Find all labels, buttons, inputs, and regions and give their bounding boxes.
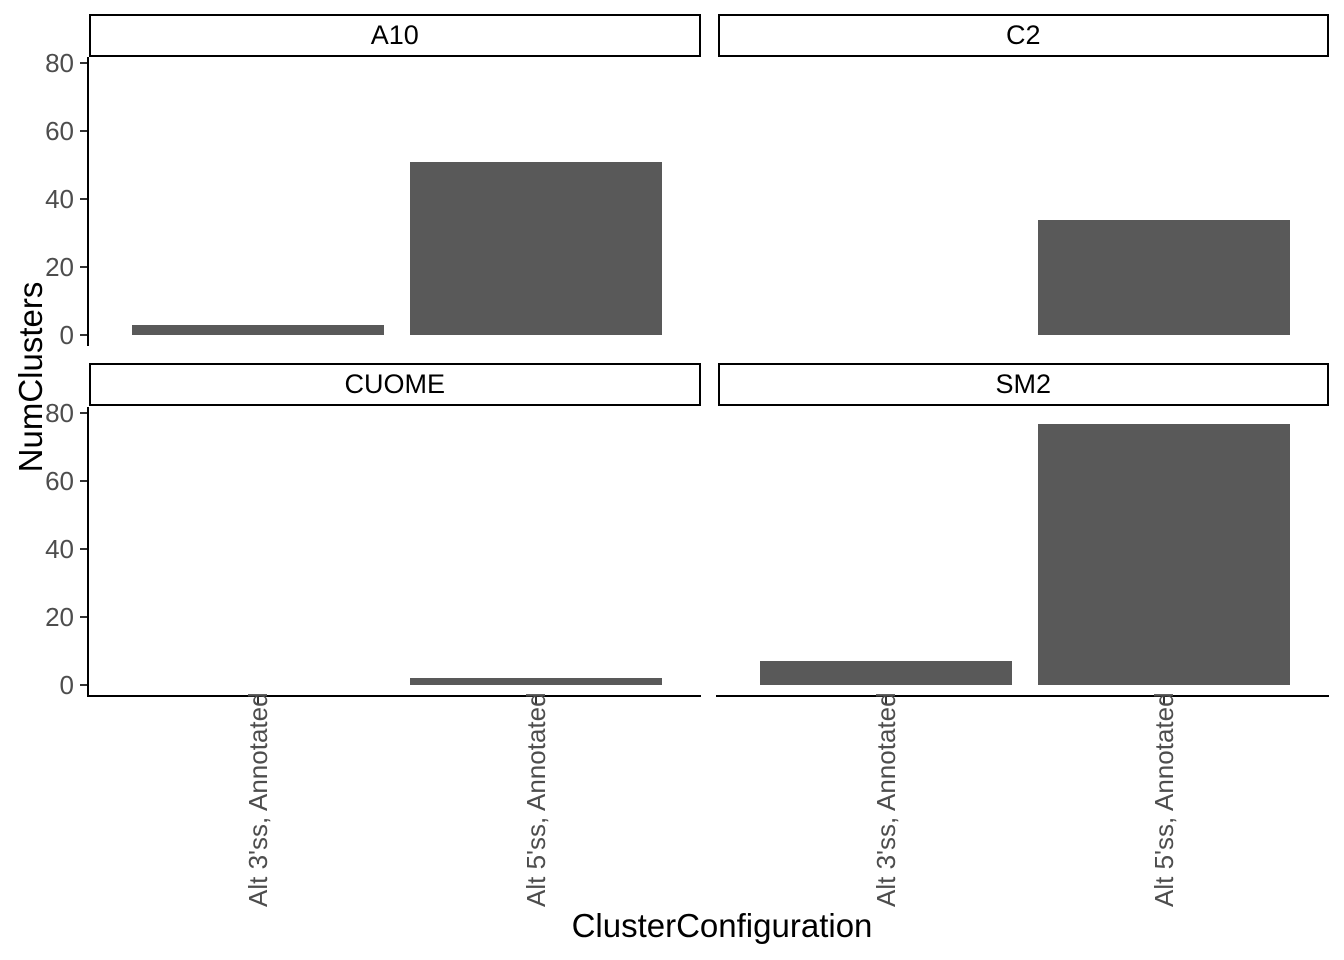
x-tick-mark xyxy=(1163,697,1165,704)
y-tick-mark xyxy=(80,615,87,618)
x-axis-line xyxy=(87,695,701,697)
facet-strip-label: C2 xyxy=(1005,20,1041,50)
y-axis-title: NumClusters xyxy=(12,281,49,473)
x-axis-title: ClusterConfiguration xyxy=(571,907,873,944)
facet-strip-sm2: SM2 xyxy=(717,363,1329,406)
x-tick-mark xyxy=(256,697,259,704)
y-tick-mark xyxy=(80,412,87,415)
facet-strip-cuome: CUOME xyxy=(89,363,701,406)
y-axis-line xyxy=(87,407,89,696)
y-tick-mark xyxy=(80,130,87,133)
x-tick-label: Alt 5'ss, Annotated xyxy=(520,692,551,907)
y-tick-mark xyxy=(80,265,87,268)
y-tick-label: 0 xyxy=(59,669,74,700)
x-axis-line xyxy=(715,695,1329,697)
x-tick-label: Alt 3'ss, Annotated xyxy=(871,692,901,907)
facet-strip-label: CUOME xyxy=(344,369,446,399)
y-tick-mark xyxy=(80,197,87,200)
bar-c2-alt5ss xyxy=(1038,219,1290,335)
y-tick-label: 60 xyxy=(45,116,74,147)
x-tick-mark xyxy=(885,697,887,704)
facet-strip-label: A10 xyxy=(370,20,419,50)
bar-sm2-alt5ss xyxy=(1038,423,1290,685)
facet-strip-c2: C2 xyxy=(717,14,1329,57)
y-tick-label: 80 xyxy=(45,48,74,79)
bar-a10-alt3ss xyxy=(131,324,384,335)
y-tick-label: 0 xyxy=(59,319,74,350)
y-tick-mark xyxy=(80,62,87,65)
bar-cuome-alt5ss xyxy=(409,677,662,685)
y-tick-label: 40 xyxy=(45,533,74,564)
bar-sm2-alt3ss xyxy=(760,660,1012,685)
y-tick-label: 60 xyxy=(45,466,74,497)
x-tick-label: Alt 5'ss, Annotated xyxy=(1149,692,1179,907)
y-tick-label: 20 xyxy=(45,251,74,282)
y-tick-label: 40 xyxy=(45,183,74,214)
bar-a10-alt5ss xyxy=(409,161,662,335)
x-tick-label: Alt 3'ss, Annotated xyxy=(242,692,273,907)
y-tick-label: 20 xyxy=(45,601,74,632)
facet-strip-label: SM2 xyxy=(995,369,1052,399)
facet-strip-a10: A10 xyxy=(89,14,701,57)
y-tick-mark xyxy=(80,547,87,550)
y-tick-mark xyxy=(80,480,87,483)
y-tick-mark xyxy=(80,683,87,686)
y-axis-line xyxy=(87,57,89,346)
y-tick-mark xyxy=(80,333,87,336)
x-tick-mark xyxy=(534,697,537,704)
y-tick-label: 80 xyxy=(45,398,74,429)
